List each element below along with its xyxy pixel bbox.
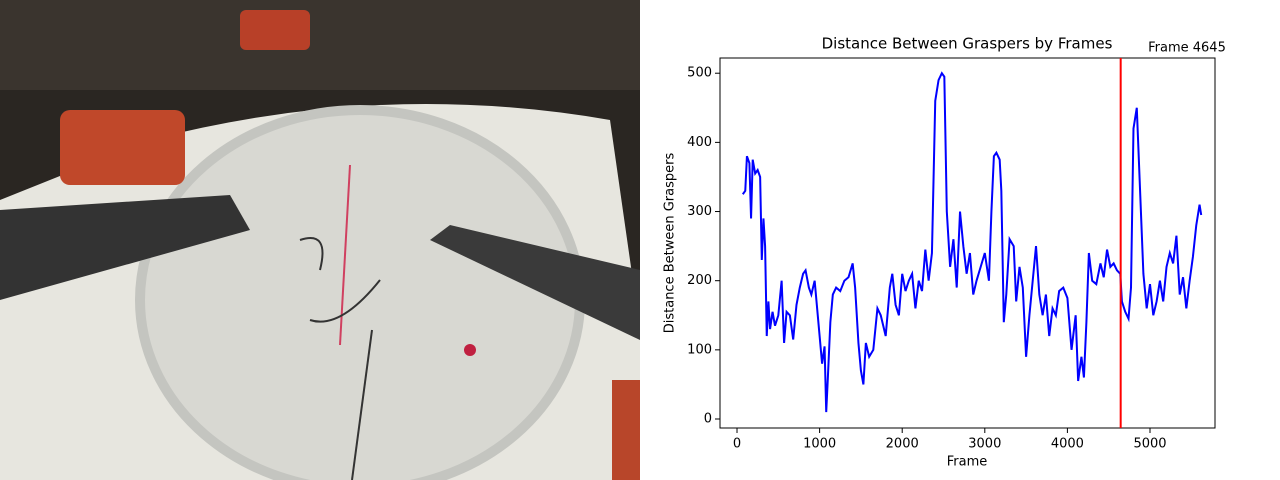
x-tick-label: 0 bbox=[733, 437, 741, 452]
x-tick-label: 2000 bbox=[886, 437, 919, 452]
x-axis-label: Frame bbox=[947, 455, 988, 470]
chart: Distance Between Graspers by Frames Fram… bbox=[663, 35, 1113, 470]
chart-title: Distance Between Graspers by Frames bbox=[822, 35, 1113, 53]
data-line bbox=[741, 71, 1203, 413]
frame-marker-label: Frame 4645 bbox=[1148, 41, 1226, 56]
x-tick-label: 4000 bbox=[1051, 437, 1084, 452]
y-tick-label: 400 bbox=[687, 135, 712, 150]
y-tick-label: 500 bbox=[687, 66, 712, 81]
x-tick-label: 3000 bbox=[968, 437, 1001, 452]
x-tick-label: 5000 bbox=[1133, 437, 1166, 452]
plot-frame bbox=[719, 57, 1216, 429]
y-tick-label: 200 bbox=[687, 273, 712, 288]
y-tick-label: 300 bbox=[687, 204, 712, 219]
y-tick-label: 0 bbox=[704, 412, 712, 427]
video-frame bbox=[0, 0, 640, 480]
y-axis-label: Distance Between Graspers bbox=[663, 153, 678, 334]
x-tick-label: 1000 bbox=[803, 437, 836, 452]
y-tick-label: 100 bbox=[687, 342, 712, 357]
